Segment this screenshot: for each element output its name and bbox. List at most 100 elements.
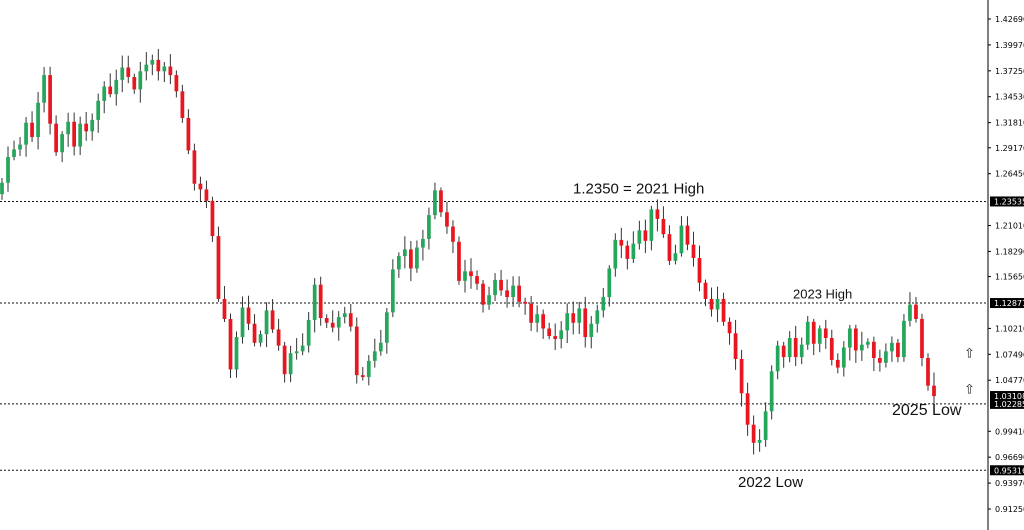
candle-body bbox=[703, 282, 708, 299]
candle bbox=[306, 312, 311, 353]
candle bbox=[625, 240, 630, 270]
candle-body bbox=[487, 295, 491, 305]
candle bbox=[547, 322, 552, 340]
candle bbox=[607, 265, 612, 307]
y-tick-label: 1.26450 bbox=[995, 170, 1024, 179]
candle-body bbox=[132, 77, 137, 90]
candle-body bbox=[84, 123, 89, 132]
candle bbox=[264, 302, 269, 348]
candle-body bbox=[451, 226, 455, 242]
candle-body bbox=[0, 182, 4, 195]
candle bbox=[775, 340, 780, 380]
annotations-layer: 1.2350 = 2021 High 2023 High 2025 Low 2022 … bbox=[573, 181, 975, 491]
candle bbox=[763, 402, 768, 447]
candle bbox=[499, 269, 503, 296]
candle-body bbox=[252, 323, 257, 343]
candle-body bbox=[517, 285, 521, 302]
candle bbox=[902, 313, 906, 362]
candle bbox=[138, 61, 143, 103]
candle bbox=[926, 353, 930, 391]
candle bbox=[144, 51, 149, 81]
candle bbox=[204, 180, 209, 209]
candle bbox=[372, 338, 377, 368]
candle bbox=[559, 321, 564, 349]
candle-body bbox=[415, 247, 419, 269]
candle bbox=[168, 54, 173, 85]
candle bbox=[403, 236, 407, 269]
candle bbox=[517, 276, 521, 308]
candle bbox=[288, 345, 293, 383]
candle-body bbox=[908, 304, 912, 321]
candle-body bbox=[835, 359, 840, 368]
annotation-label: 2023 High bbox=[793, 286, 852, 301]
candle bbox=[330, 310, 335, 333]
candle bbox=[811, 318, 816, 356]
levels-layer bbox=[0, 200, 988, 471]
candle-body bbox=[427, 215, 431, 239]
candle bbox=[96, 93, 101, 133]
candle-body bbox=[589, 323, 594, 338]
candle-body bbox=[138, 71, 143, 90]
candle bbox=[853, 324, 858, 363]
candle-body bbox=[294, 351, 299, 354]
candle-body bbox=[715, 298, 720, 310]
candle bbox=[84, 111, 89, 141]
candle bbox=[697, 245, 702, 292]
candle bbox=[878, 349, 882, 372]
candle bbox=[805, 315, 810, 350]
candle bbox=[156, 48, 161, 81]
candle-body bbox=[649, 209, 654, 241]
candle-body bbox=[186, 117, 191, 151]
candle-body bbox=[180, 91, 185, 118]
candle-body bbox=[246, 307, 251, 324]
candle bbox=[60, 131, 64, 163]
candle bbox=[589, 316, 594, 349]
candle bbox=[78, 116, 83, 156]
candle bbox=[523, 297, 527, 315]
y-tick-label: 1.29170 bbox=[995, 144, 1024, 153]
candle bbox=[174, 70, 179, 98]
candle-body bbox=[799, 344, 804, 358]
candle-body bbox=[902, 320, 906, 358]
y-tick-label: 1.18290 bbox=[995, 247, 1024, 256]
candle-body bbox=[378, 342, 383, 352]
candle-body bbox=[805, 321, 810, 345]
candle bbox=[222, 286, 227, 323]
candle-body bbox=[607, 268, 612, 298]
candle-body bbox=[595, 310, 600, 324]
candle bbox=[36, 91, 40, 150]
candle-body bbox=[144, 64, 149, 72]
candle-body bbox=[577, 308, 582, 323]
candle bbox=[415, 240, 419, 273]
candle-body bbox=[655, 209, 660, 219]
candle-body bbox=[890, 342, 894, 352]
candle-body bbox=[108, 86, 113, 95]
candle-body bbox=[811, 321, 816, 344]
candle bbox=[300, 333, 305, 356]
candle-body bbox=[727, 321, 732, 334]
candle-body bbox=[841, 347, 846, 368]
candle bbox=[390, 259, 395, 318]
candle bbox=[595, 304, 600, 333]
candle bbox=[72, 112, 77, 156]
candle-body bbox=[150, 59, 155, 65]
candle bbox=[847, 324, 852, 361]
candle-body bbox=[847, 328, 852, 348]
candle bbox=[24, 117, 28, 157]
candle-body bbox=[721, 298, 726, 322]
candle bbox=[396, 252, 401, 278]
candle-body bbox=[463, 271, 467, 281]
candle bbox=[896, 338, 900, 363]
candle bbox=[787, 331, 792, 363]
candle bbox=[42, 66, 46, 113]
candle-body bbox=[793, 338, 798, 358]
candle-body bbox=[926, 358, 930, 386]
candle bbox=[757, 429, 762, 452]
candle-body bbox=[403, 249, 407, 257]
candle bbox=[631, 231, 636, 263]
candle bbox=[577, 301, 582, 334]
candle-body bbox=[787, 338, 792, 358]
candle-body bbox=[54, 123, 58, 153]
